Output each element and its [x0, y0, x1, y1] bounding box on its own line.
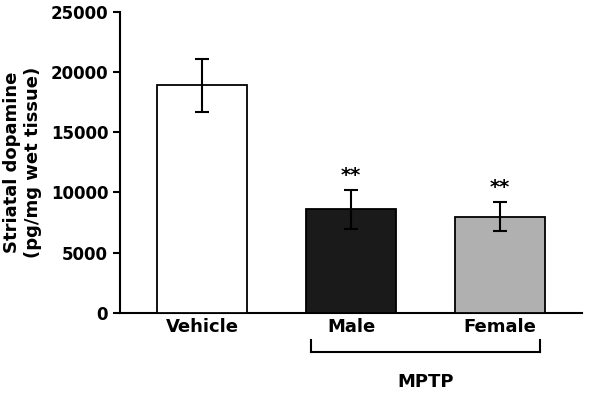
Bar	[306, 209, 396, 313]
Text: MPTP: MPTP	[397, 373, 454, 391]
Text: **: **	[490, 178, 510, 197]
Text: **: **	[341, 166, 361, 185]
Bar	[455, 217, 545, 313]
Bar	[157, 85, 247, 313]
Y-axis label: Striatal dopamine
(pg/mg wet tissue): Striatal dopamine (pg/mg wet tissue)	[4, 67, 42, 258]
